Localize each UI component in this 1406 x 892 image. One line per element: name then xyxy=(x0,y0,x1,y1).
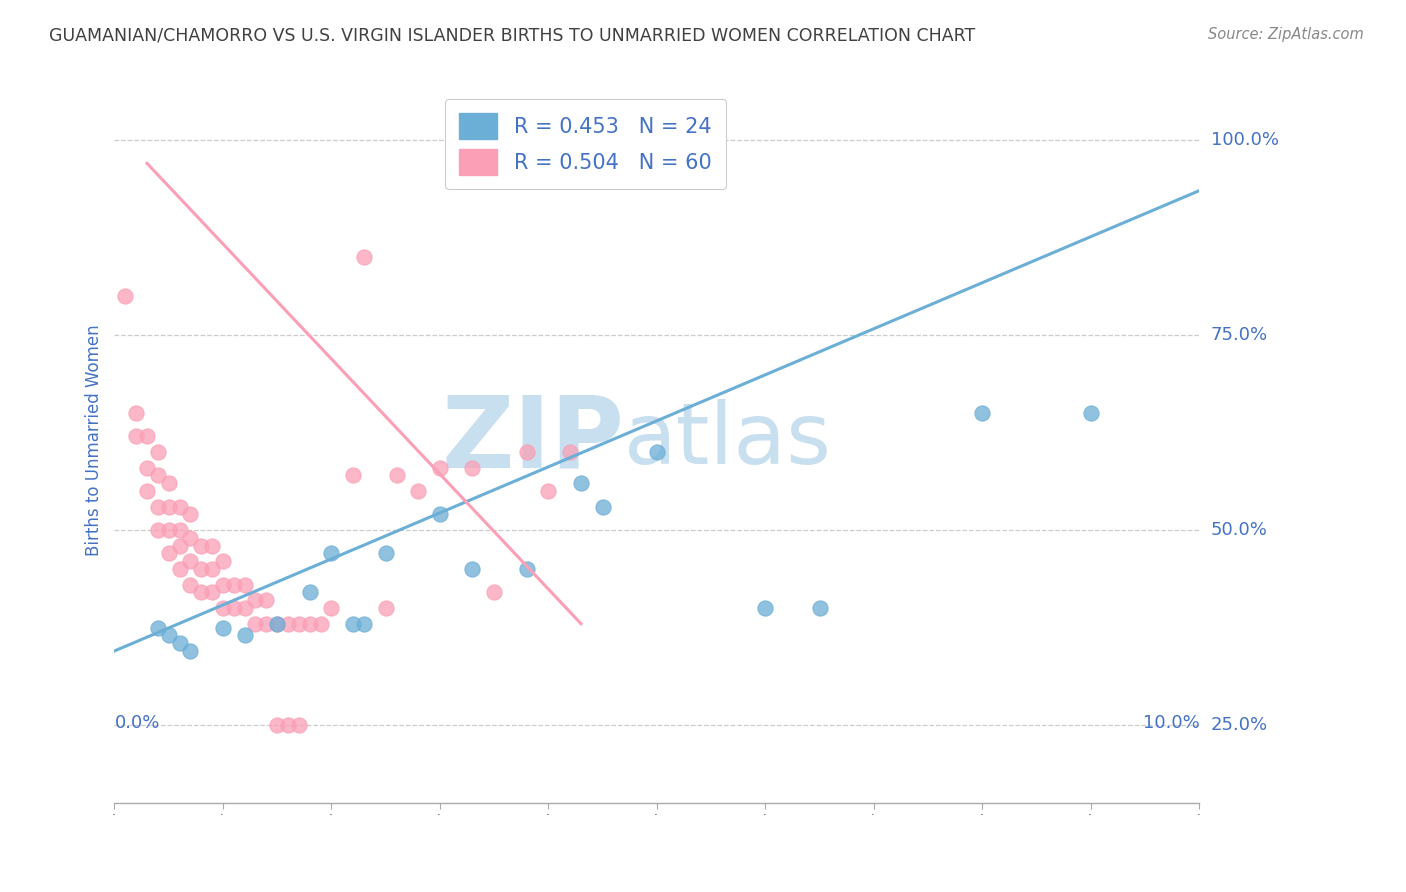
Point xyxy=(277,616,299,631)
Point xyxy=(374,546,396,560)
Point xyxy=(222,577,245,591)
Text: 50.0%: 50.0% xyxy=(1211,521,1267,539)
Point xyxy=(342,616,364,631)
Point xyxy=(190,585,212,599)
Point xyxy=(321,601,343,615)
Point xyxy=(190,539,212,553)
Text: Source: ZipAtlas.com: Source: ZipAtlas.com xyxy=(1208,27,1364,42)
Point xyxy=(136,460,159,475)
Point xyxy=(157,476,180,491)
Point xyxy=(157,523,180,537)
Point xyxy=(558,445,581,459)
Point xyxy=(125,429,148,443)
Point xyxy=(808,601,831,615)
Point xyxy=(146,468,169,483)
Point xyxy=(353,250,375,264)
Point xyxy=(266,616,288,631)
Point xyxy=(374,601,396,615)
Point xyxy=(482,585,505,599)
Point xyxy=(342,468,364,483)
Y-axis label: Births to Unmarried Women: Births to Unmarried Women xyxy=(86,325,103,556)
Point xyxy=(212,601,235,615)
Point xyxy=(298,616,321,631)
Point xyxy=(125,406,148,420)
Point xyxy=(733,820,755,834)
Point xyxy=(136,483,159,498)
Point xyxy=(277,718,299,732)
Point xyxy=(645,445,668,459)
Point xyxy=(190,562,212,576)
Point xyxy=(114,289,136,303)
Point xyxy=(157,628,180,642)
Text: ZIP: ZIP xyxy=(441,392,624,489)
Text: 75.0%: 75.0% xyxy=(1211,326,1268,344)
Point xyxy=(461,562,484,576)
Point xyxy=(353,616,375,631)
Point xyxy=(288,718,311,732)
Point xyxy=(212,554,235,568)
Point xyxy=(254,593,277,607)
Point xyxy=(179,644,201,658)
Point xyxy=(406,483,429,498)
Point xyxy=(429,460,451,475)
Point xyxy=(385,468,408,483)
Point xyxy=(201,585,224,599)
Point xyxy=(700,820,723,834)
Point xyxy=(1080,406,1102,420)
Point xyxy=(245,593,267,607)
Point xyxy=(157,546,180,560)
Point xyxy=(201,539,224,553)
Point xyxy=(212,577,235,591)
Point xyxy=(592,500,614,514)
Point xyxy=(169,500,191,514)
Point xyxy=(169,539,191,553)
Point xyxy=(245,616,267,631)
Point xyxy=(179,508,201,522)
Point xyxy=(233,628,256,642)
Point xyxy=(321,546,343,560)
Point xyxy=(179,531,201,545)
Point xyxy=(146,445,169,459)
Point xyxy=(266,616,288,631)
Point xyxy=(169,562,191,576)
Text: 10.0%: 10.0% xyxy=(1143,714,1199,731)
Point xyxy=(516,445,538,459)
Point xyxy=(201,562,224,576)
Point xyxy=(157,500,180,514)
Point xyxy=(298,585,321,599)
Point xyxy=(754,601,776,615)
Point xyxy=(569,476,592,491)
Text: GUAMANIAN/CHAMORRO VS U.S. VIRGIN ISLANDER BIRTHS TO UNMARRIED WOMEN CORRELATION: GUAMANIAN/CHAMORRO VS U.S. VIRGIN ISLAND… xyxy=(49,27,976,45)
Point xyxy=(179,577,201,591)
Text: 0.0%: 0.0% xyxy=(114,714,160,731)
Point xyxy=(136,429,159,443)
Point xyxy=(537,483,560,498)
Point xyxy=(179,554,201,568)
Point xyxy=(288,616,311,631)
Point xyxy=(146,500,169,514)
Point xyxy=(146,523,169,537)
Point xyxy=(309,616,332,631)
Point xyxy=(169,523,191,537)
Text: 100.0%: 100.0% xyxy=(1211,131,1278,149)
Text: atlas: atlas xyxy=(624,399,832,482)
Point xyxy=(461,460,484,475)
Point xyxy=(169,636,191,650)
Point xyxy=(266,718,288,732)
Point xyxy=(233,577,256,591)
Point xyxy=(972,406,994,420)
Point xyxy=(222,601,245,615)
Point xyxy=(212,621,235,635)
Point xyxy=(254,616,277,631)
Point xyxy=(233,601,256,615)
Point xyxy=(516,562,538,576)
Point xyxy=(429,508,451,522)
Text: 25.0%: 25.0% xyxy=(1211,716,1268,734)
Point xyxy=(146,621,169,635)
Legend: R = 0.453   N = 24, R = 0.504   N = 60: R = 0.453 N = 24, R = 0.504 N = 60 xyxy=(444,99,725,189)
